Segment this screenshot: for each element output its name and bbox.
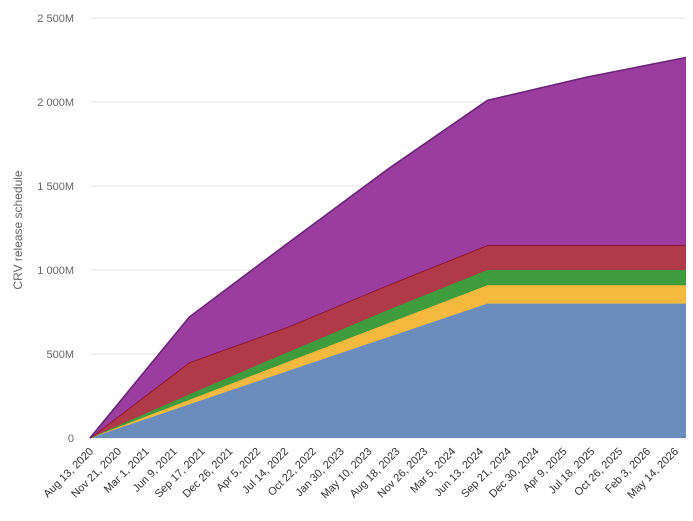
y-tick-label: 2 000M [37,97,74,109]
y-tick-label: 500M [46,349,74,361]
y-axis-title: CRV release schedule [11,170,25,290]
y-axis-ticks: 0 500M 1 000M 1 500M 2 000M 2 500M [37,13,74,445]
y-tick-label: 2 500M [37,13,74,25]
y-tick-label: 0 [68,433,74,445]
y-tick-label: 1 500M [37,181,74,193]
area-series-1 [90,303,686,438]
area-series-5-outline [89,56,687,439]
y-tick-label: 1 000M [37,265,74,277]
area-series-2 [90,285,686,438]
area-series-4 [90,245,686,438]
area-series-5 [90,57,686,438]
area-series-layer [89,56,687,439]
